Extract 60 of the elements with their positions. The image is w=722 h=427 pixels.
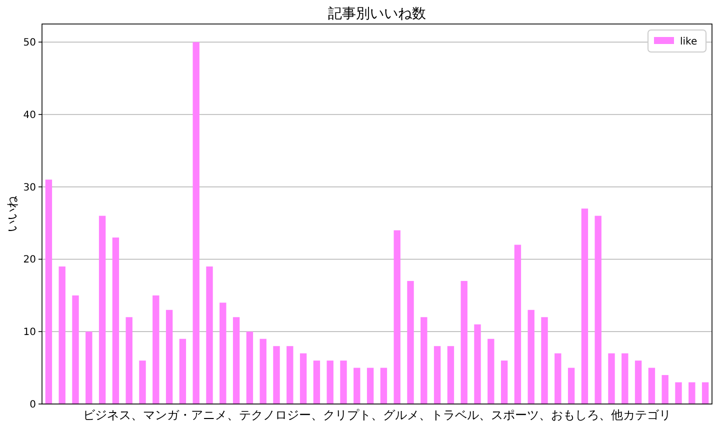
y-tick-label: 10 xyxy=(23,327,36,338)
bar xyxy=(514,244,522,404)
bar xyxy=(474,324,481,404)
y-axis-title: いいね xyxy=(5,195,19,232)
bar xyxy=(568,368,575,404)
bar xyxy=(273,346,280,404)
y-tick-label: 40 xyxy=(23,110,36,121)
bar xyxy=(434,346,441,404)
bar xyxy=(58,266,66,404)
bar xyxy=(98,216,106,404)
bar xyxy=(340,360,347,404)
bar xyxy=(300,353,307,404)
bar xyxy=(326,360,334,404)
y-tick-label: 30 xyxy=(23,182,36,194)
y-tick-label: 20 xyxy=(23,254,36,266)
bar xyxy=(313,360,320,404)
bar xyxy=(366,368,374,404)
bar xyxy=(220,302,226,404)
bar xyxy=(152,295,160,404)
bar xyxy=(447,346,454,404)
bar xyxy=(232,317,240,404)
bar xyxy=(541,317,548,404)
bar xyxy=(528,310,534,404)
bar xyxy=(675,382,682,404)
chart-title: 記事別いいね数 xyxy=(328,6,426,22)
bar xyxy=(608,353,615,404)
bar xyxy=(354,368,360,404)
legend-label: like xyxy=(680,36,698,48)
bar xyxy=(394,230,400,404)
bar xyxy=(648,368,656,404)
bar xyxy=(407,280,414,404)
bar xyxy=(662,375,668,404)
y-tick-label: 50 xyxy=(23,38,36,49)
bar xyxy=(192,42,200,404)
bar xyxy=(594,216,602,404)
bar xyxy=(554,353,562,404)
bar xyxy=(139,360,146,404)
bar xyxy=(688,382,696,404)
bar xyxy=(500,360,508,404)
bar xyxy=(166,310,173,404)
bar xyxy=(260,338,266,404)
bar xyxy=(112,238,120,404)
bar xyxy=(246,332,254,404)
bar xyxy=(420,317,428,404)
x-axis-title: ビジネス、マンガ・アニメ、テクノロジー、クリプト、グルメ、トラベル、スポーツ、おもしろ、他カテゴリ xyxy=(83,408,671,422)
bar xyxy=(634,360,642,404)
bar xyxy=(72,295,79,404)
y-tick-label: 0 xyxy=(30,400,36,410)
bar xyxy=(460,280,468,404)
bar xyxy=(86,332,92,404)
bar xyxy=(622,353,628,404)
bar xyxy=(488,338,494,404)
bar xyxy=(126,317,132,404)
bar xyxy=(380,368,388,404)
bar xyxy=(581,208,588,404)
bar xyxy=(702,382,709,404)
bar xyxy=(45,180,52,404)
bar xyxy=(206,266,213,404)
bar xyxy=(179,338,186,404)
bar xyxy=(286,346,294,404)
